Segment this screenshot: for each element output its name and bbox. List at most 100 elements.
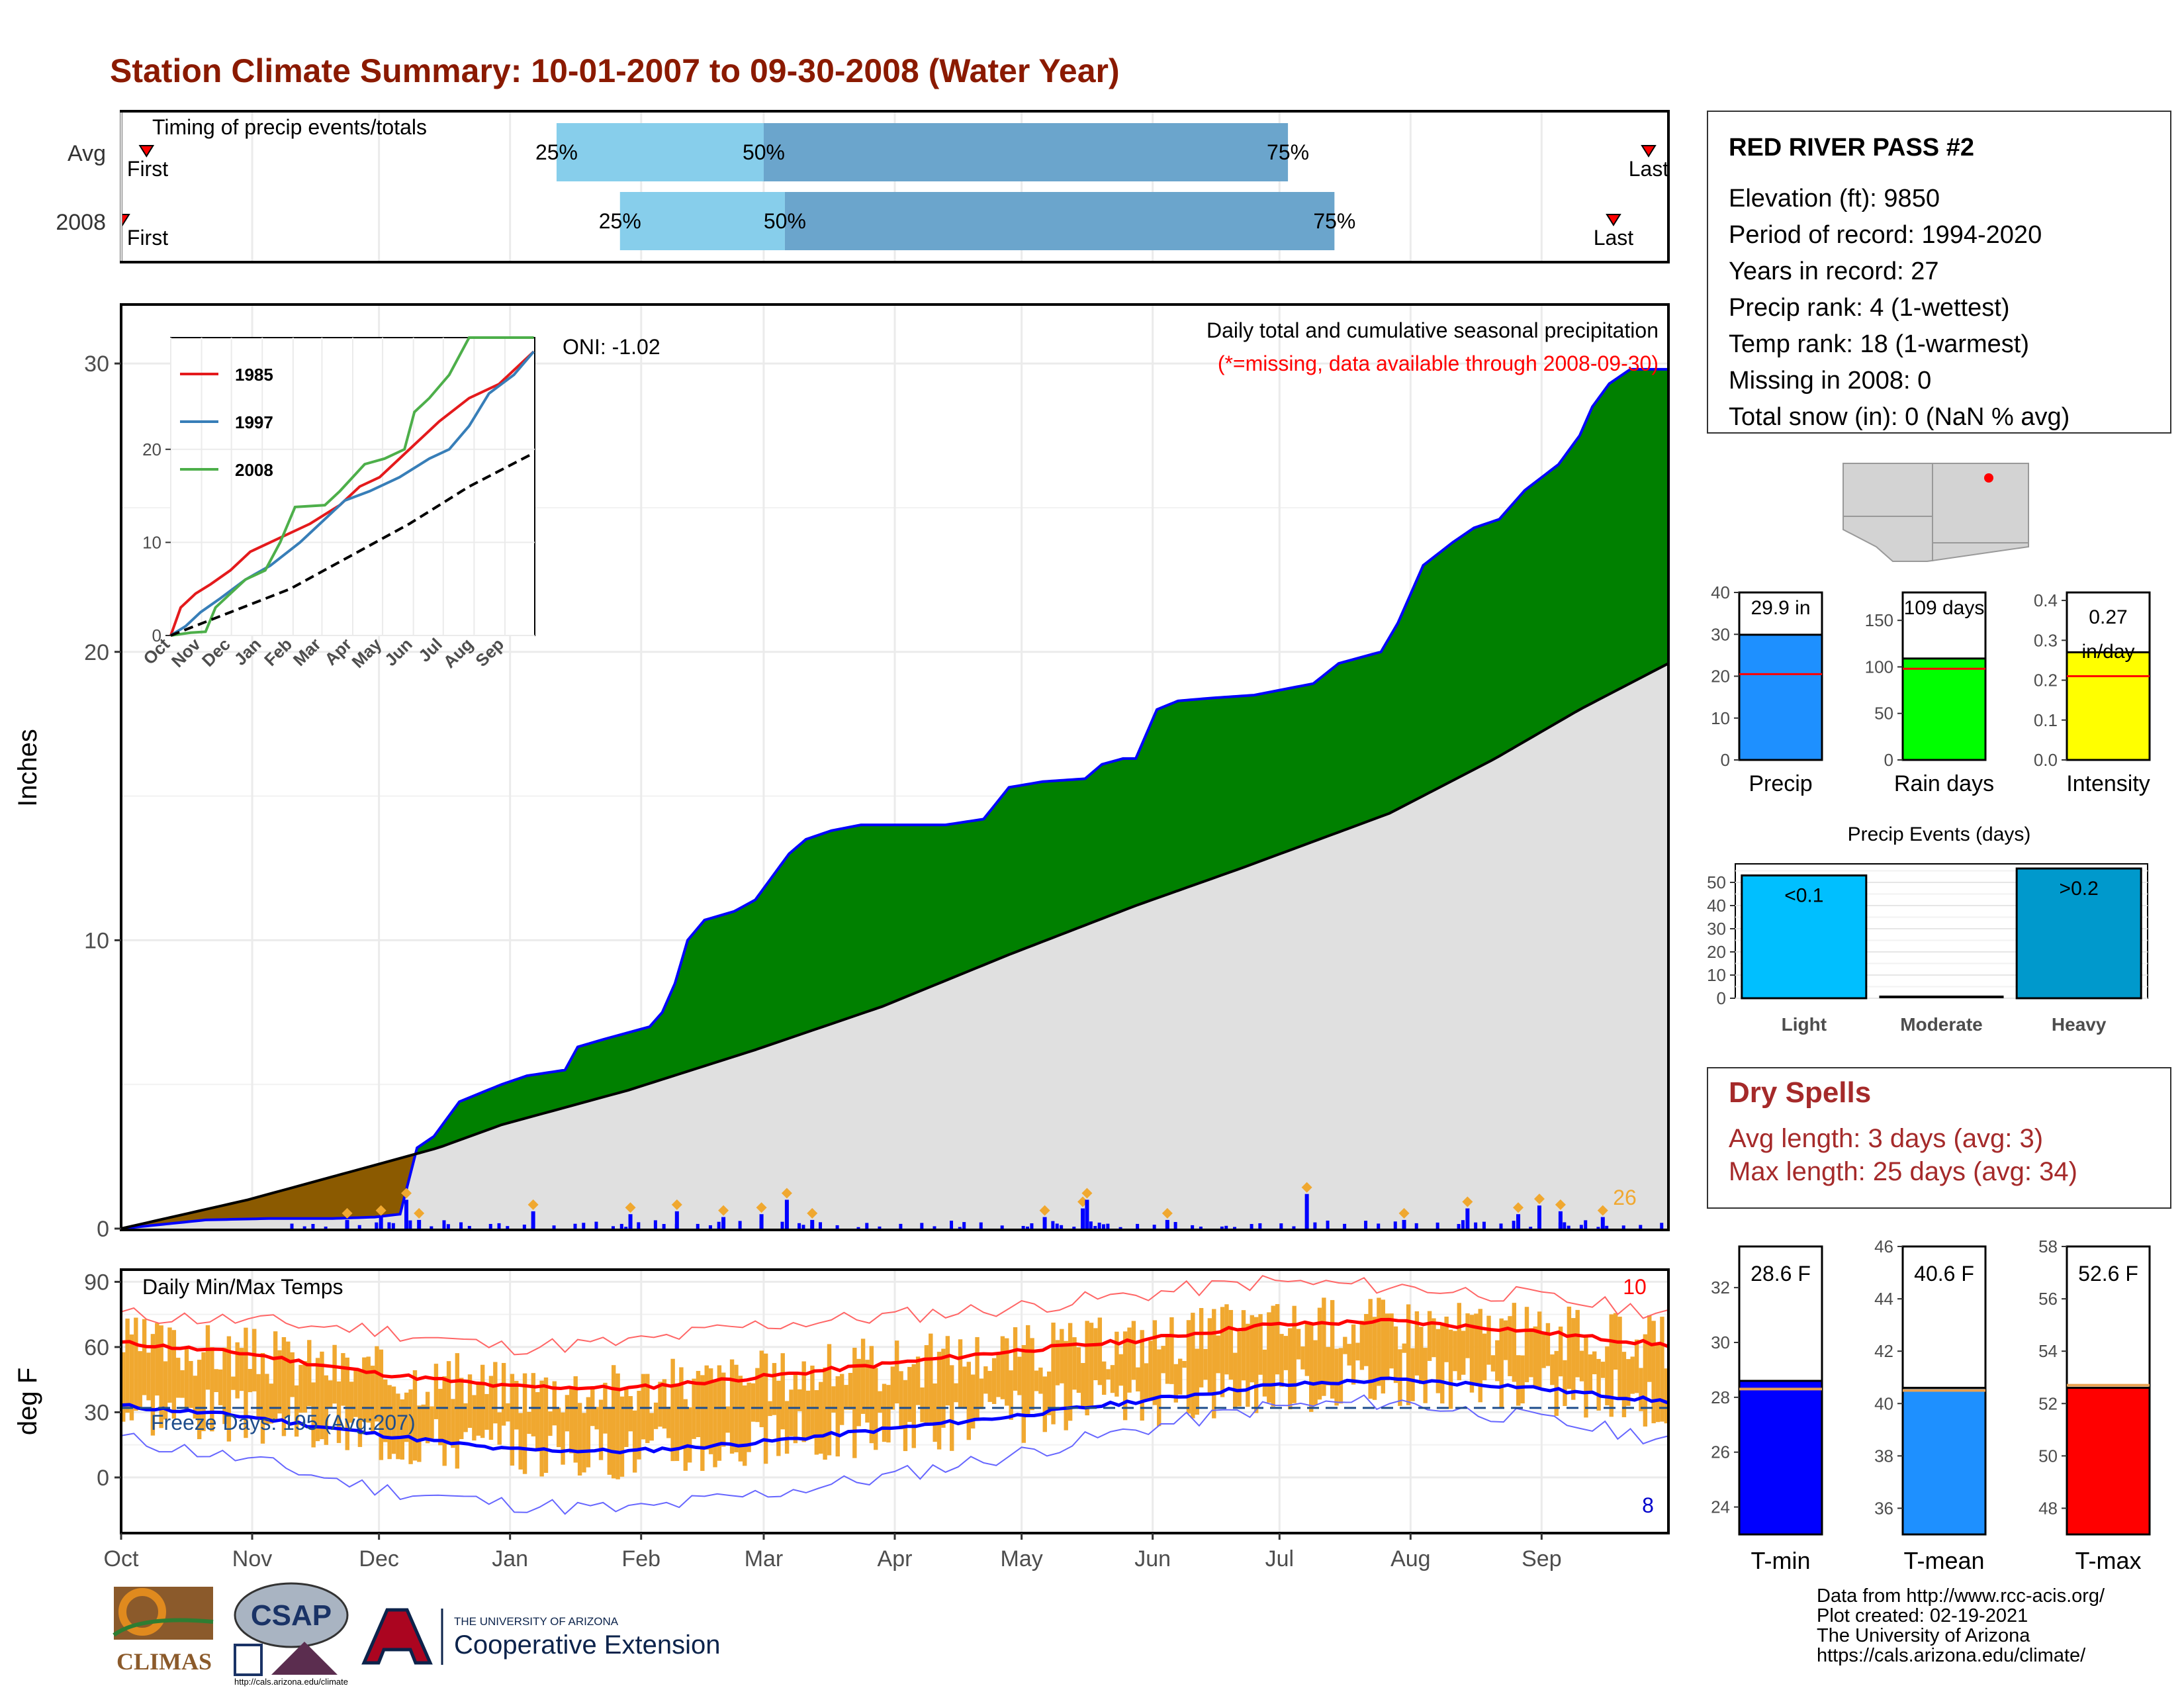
temp-daily-range-bar — [514, 1381, 519, 1430]
precip-daily-bar — [430, 1226, 433, 1229]
temp-summary-category-2: T-max — [2075, 1547, 2141, 1574]
summary-ytick-label: 150 — [1865, 610, 1893, 630]
temp-daily-range-bar — [869, 1346, 874, 1444]
temp-daily-range-bar — [831, 1386, 836, 1413]
temp-daily-range-bar — [860, 1338, 866, 1414]
temp-daily-range-bar — [996, 1352, 1001, 1397]
inset-ytick-label: 20 — [142, 440, 161, 459]
month-tick-label: Jan — [492, 1546, 528, 1571]
temp-daily-range-bar — [1296, 1329, 1301, 1360]
temp-daily-range-bar — [1046, 1371, 1052, 1415]
temp-summary-ytick-label: 44 — [1874, 1289, 1893, 1309]
station-line-1: Period of record: 1994-2020 — [1729, 221, 2042, 249]
events-ytick-label: 30 — [1707, 919, 1726, 939]
precip-daily-bar — [780, 1221, 784, 1229]
timing-bar-lower-2008 — [619, 192, 785, 250]
temp-daily-range-bar — [1529, 1328, 1533, 1378]
precip-daily-bar — [1055, 1223, 1059, 1229]
precip-ytick-label: 10 — [84, 928, 109, 953]
summary-bar-Precip — [1738, 633, 1823, 761]
temp-daily-range-bar — [433, 1364, 439, 1419]
inset-ytick-label: 0 — [152, 626, 161, 645]
precip-daily-bar — [506, 1226, 510, 1229]
temp-daily-range-bar — [125, 1318, 130, 1413]
temp-daily-range-bar — [349, 1382, 354, 1423]
temp-daily-range-bar — [582, 1413, 586, 1473]
temp-daily-range-bar — [400, 1399, 405, 1460]
credit-line-2: The University of Arizona — [1817, 1625, 2030, 1646]
inset-legend: 1985 1997 2008 — [180, 365, 273, 480]
precip-event-marker — [1462, 1196, 1473, 1207]
temp-daily-range-bar — [1545, 1323, 1551, 1366]
temp-daily-range-bar — [1233, 1352, 1238, 1409]
precip-daily-bar — [1461, 1220, 1465, 1229]
temp-daily-range-bar — [1322, 1297, 1326, 1396]
precip-daily-bar — [1567, 1225, 1570, 1229]
precip-daily-bar-event — [379, 1217, 383, 1229]
temp-daily-range-bar — [332, 1344, 337, 1404]
timing-last-label-Avg: Last — [1629, 157, 1669, 181]
temp-daily-range-bar — [341, 1353, 345, 1406]
temp-daily-range-bar — [1596, 1358, 1601, 1411]
temp-daily-range-bar — [823, 1367, 827, 1460]
temp-record-max-line — [120, 1275, 1669, 1356]
precip-event-marker — [1301, 1182, 1312, 1193]
timing-label-q75-Avg: 75% — [1267, 140, 1309, 164]
temp-daily-range-bar — [1228, 1309, 1234, 1380]
precip-daily-bar — [311, 1223, 315, 1229]
temp-daily-range-bar — [531, 1373, 536, 1436]
precip-daily-bar — [573, 1223, 577, 1229]
precip-daily-bar — [612, 1226, 615, 1229]
temp-daily-range-bar — [784, 1401, 790, 1454]
temp-daily-range-bar — [1558, 1327, 1563, 1377]
precip-event-marker — [718, 1205, 729, 1216]
temp-daily-range-bar — [425, 1391, 430, 1444]
precip-daily-bar — [552, 1225, 556, 1229]
station-line-3: Precip rank: 4 (1-wettest) — [1729, 294, 2009, 322]
temp-daily-range-bar — [1533, 1326, 1537, 1388]
temp-daily-range-bar — [1064, 1340, 1068, 1430]
summary-ytick-label: 0 — [1721, 750, 1730, 770]
temp-daily-range-bar — [256, 1374, 261, 1418]
temp-daily-range-bar — [696, 1371, 701, 1438]
temp-daily-range-bar — [1093, 1328, 1098, 1381]
temp-daily-range-bar — [1017, 1356, 1022, 1395]
summary-ytick-label: 0.4 — [2034, 590, 2058, 610]
temp-daily-range-bar — [311, 1382, 316, 1448]
temp-daily-range-bar — [1021, 1344, 1026, 1443]
temp-daily-range-bar — [383, 1379, 388, 1442]
temp-daily-range-bar — [1575, 1309, 1580, 1378]
temp-daily-range-bar — [772, 1363, 777, 1415]
precip-daily-bar — [459, 1222, 463, 1229]
temp-daily-range-bar — [590, 1386, 595, 1427]
temp-daily-range-bar — [1068, 1323, 1073, 1421]
precip-daily-bar — [653, 1220, 657, 1229]
precip-daily-bar — [446, 1224, 450, 1229]
temp-daily-range-bar — [962, 1366, 967, 1409]
temp-record-min-line — [120, 1394, 1669, 1515]
precip-event-marker — [1081, 1188, 1093, 1199]
temp-daily-range-bar — [1267, 1312, 1271, 1403]
logos: CLIMAS CSAP http://cals.arizona.edu/clim… — [113, 1582, 720, 1687]
timing-first-label-2008: First — [127, 226, 168, 250]
temp-daily-range-bar — [797, 1389, 802, 1411]
inset-line-1985 — [169, 350, 535, 636]
temp-summary-ytick-label: 24 — [1711, 1497, 1730, 1517]
inset-legend-label-1985: 1985 — [235, 365, 273, 385]
temp-panel: 0 30 60 90 Oct Nov Dec Jan Feb Mar Apr May Jun Jul Au… — [13, 1268, 1670, 1571]
events-bar-Heavy — [2015, 867, 2142, 1000]
precip-daily-bar — [324, 1226, 328, 1229]
temp-daily-range-bar — [150, 1334, 156, 1436]
temp-average-min-line — [120, 1376, 1669, 1454]
temp-daily-range-bar — [1440, 1323, 1445, 1404]
temp-daily-range-bar — [134, 1317, 138, 1411]
precip-daily-bar — [1093, 1226, 1097, 1229]
temp-summary-category-0: T-min — [1751, 1547, 1811, 1574]
temp-daily-range-bar — [565, 1395, 570, 1432]
summary-value-unit-2: in/day — [2081, 641, 2134, 663]
precip-daily-bar-event — [404, 1199, 408, 1229]
precip-events-chart: Precip Events (days) <0.1 Light Moderate >0… — [1707, 823, 2148, 1035]
temp-daily-range-bar — [1584, 1335, 1588, 1418]
temp-daily-range-bar — [324, 1375, 329, 1445]
temp-summary-ytick-label: 30 — [1711, 1333, 1730, 1352]
